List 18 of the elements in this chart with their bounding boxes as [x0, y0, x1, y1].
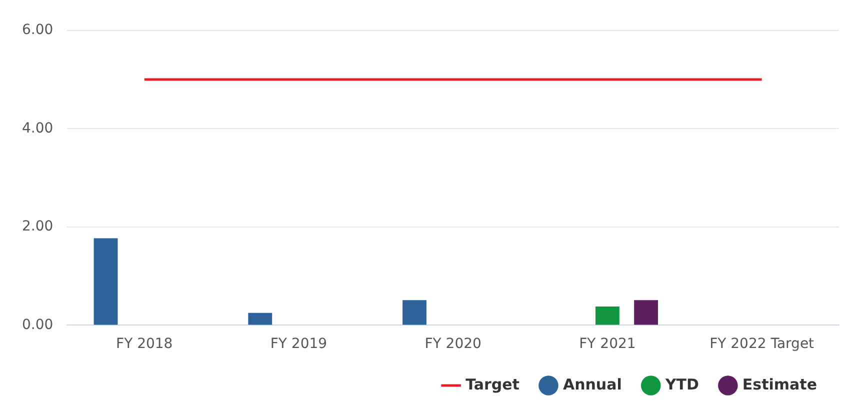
x-tick-label: FY 2022 Target: [710, 336, 815, 352]
bar: [595, 306, 620, 325]
legend-label: Estimate: [742, 375, 818, 394]
x-tick-label: FY 2018: [116, 336, 173, 352]
bar: [248, 312, 272, 325]
y-tick-label: 4.00: [22, 120, 54, 136]
bar: [94, 238, 118, 325]
y-tick-label: 0.00: [22, 316, 54, 333]
bar: [634, 300, 658, 325]
x-tick-label: FY 2020: [424, 336, 482, 352]
y-tick-label: 6.00: [22, 22, 54, 38]
y-tick-label: 2.00: [22, 218, 54, 235]
bar: [402, 300, 426, 325]
legend-label: Annual: [562, 375, 622, 394]
legend-label: YTD: [664, 375, 699, 394]
legend-label: Target: [466, 375, 520, 394]
x-tick-label: FY 2019: [270, 336, 328, 352]
x-tick-label: FY 2021: [579, 336, 636, 352]
